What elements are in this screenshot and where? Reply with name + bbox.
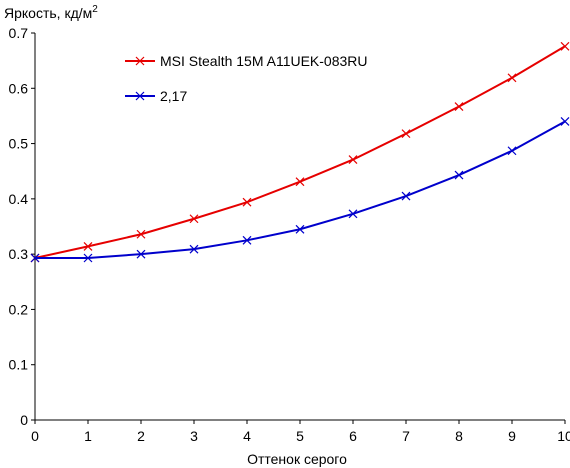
data-point — [560, 117, 570, 126]
data-point — [189, 214, 199, 224]
x-tick-label: 0 — [31, 428, 39, 444]
legend-marker — [135, 56, 145, 66]
data-point — [242, 197, 252, 207]
series-line — [35, 120, 566, 260]
y-tick-label: 0.5 — [9, 136, 29, 152]
data-point — [83, 241, 93, 251]
data-point — [507, 146, 517, 156]
legend: MSI Stealth 15M A11UEK-083RU 2,17 — [125, 53, 368, 104]
data-point — [30, 253, 40, 263]
x-tick-label: 8 — [455, 428, 463, 444]
data-point — [136, 249, 146, 259]
data-point — [136, 229, 146, 239]
data-point — [560, 41, 570, 51]
x-tick-label: 6 — [349, 428, 357, 444]
x-tick-label: 9 — [508, 428, 516, 444]
series-layer — [30, 41, 570, 263]
data-point — [295, 224, 305, 234]
x-tick-label: 1 — [84, 428, 92, 444]
data-point — [242, 235, 252, 245]
legend-item: 2,17 — [125, 88, 187, 104]
legend-marker — [135, 91, 145, 101]
series-line — [34, 45, 566, 259]
y-tick-label: 0.4 — [9, 191, 29, 207]
data-point — [189, 244, 199, 254]
x-tick-label: 3 — [190, 428, 198, 444]
axes: 0 0.1 0.2 0.3 0.4 0.5 0.6 0.7 0 1 2 3 4 5 6 7 8 9 10 — [9, 25, 570, 444]
data-point — [83, 253, 93, 263]
y-tick-label: 0 — [20, 412, 28, 428]
y-tick-label: 0.2 — [9, 301, 29, 317]
data-point — [401, 129, 411, 139]
data-point — [348, 155, 358, 165]
data-point — [454, 102, 464, 111]
x-tick-label: 2 — [137, 428, 145, 444]
y-axis-label: Яркость, кд/м2 — [4, 4, 98, 21]
y-tick-label: 0.1 — [9, 357, 29, 373]
data-point — [454, 170, 464, 180]
y-tick-label: 0.7 — [9, 25, 29, 41]
legend-label: MSI Stealth 15M A11UEK-083RU — [160, 53, 368, 69]
y-tick-label: 0.6 — [9, 80, 29, 96]
x-tick-label: 4 — [243, 428, 251, 444]
series-1 — [30, 117, 570, 263]
y-axis-label-superscript: 2 — [92, 4, 98, 15]
y-tick-label: 0.3 — [9, 246, 29, 262]
data-point — [348, 209, 358, 219]
legend-label: 2,17 — [160, 88, 187, 104]
legend-item: MSI Stealth 15M A11UEK-083RU — [125, 53, 368, 69]
data-point — [401, 191, 411, 201]
data-point — [295, 177, 305, 187]
x-tick-label: 10 — [557, 428, 570, 444]
x-tick-label: 5 — [296, 428, 304, 444]
data-point — [507, 73, 517, 83]
x-tick-label: 7 — [402, 428, 410, 444]
x-axis-label: Оттенок серого — [247, 451, 347, 467]
